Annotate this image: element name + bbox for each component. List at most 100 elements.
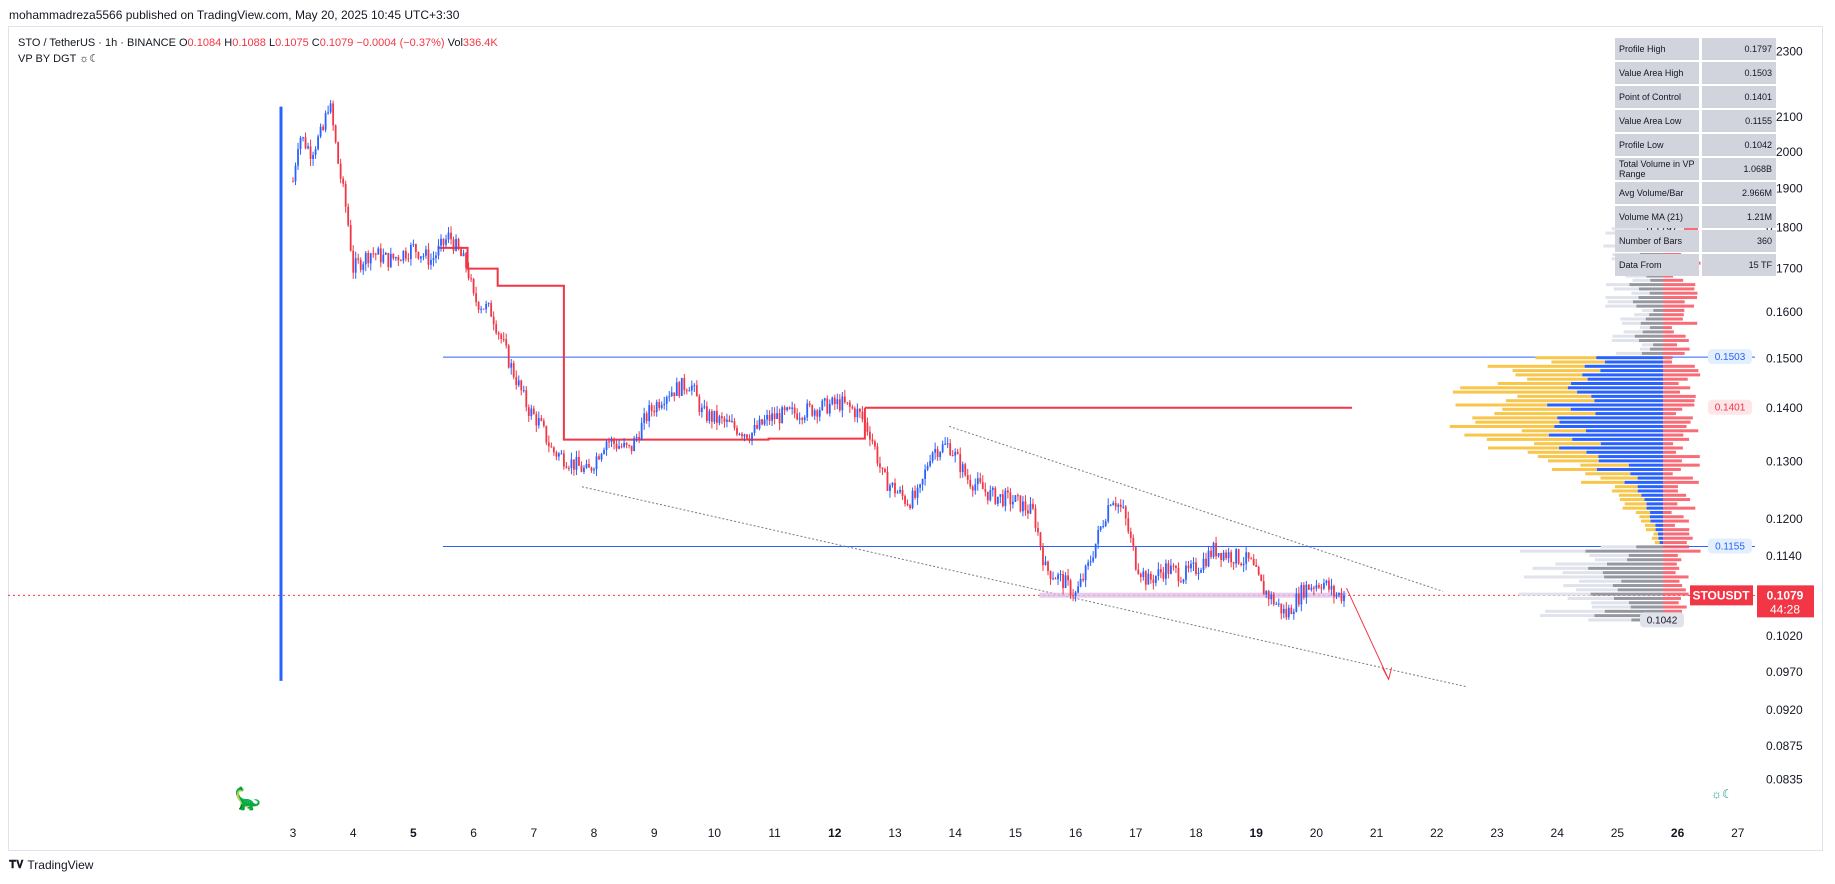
vp-bar-delta [1663,588,1686,592]
candle-body [595,456,598,470]
vp-bar-buy [1627,558,1663,562]
candle-body [838,399,841,411]
dinosaur-icon[interactable]: 🦕 [234,786,262,811]
candle-body [470,278,472,280]
candle-body [623,442,625,447]
vp-bar-delta [1663,308,1685,312]
candle-body [1074,592,1077,597]
candle-body [683,377,686,391]
candle-body [961,464,964,473]
candle-body [793,407,796,414]
candle-body [1215,542,1217,557]
candle-body [1139,573,1142,577]
vp-bar-sell [1600,545,1637,549]
candle-body [1047,561,1049,571]
candle-body [700,407,703,413]
legend-change: −0.0004 (−0.37%) [356,37,445,49]
candle-body [387,252,390,268]
candle-body [1137,569,1140,574]
candle-body [1190,563,1192,569]
candle-body [783,407,786,411]
candle-body [1162,572,1165,579]
vp-bar-delta [1663,562,1677,566]
vp-bar-buy [1582,373,1663,377]
candle-body [756,424,758,429]
vp-bar-delta [1663,584,1683,588]
candle-body [615,443,618,449]
vp-bar-delta [1663,571,1676,575]
candle-body [731,421,733,423]
x-tick-label: 8 [591,826,598,840]
candle-body [786,407,789,411]
vp-bar-delta [1663,407,1683,411]
vp-bar-buy [1636,304,1663,308]
candle-body [359,259,362,270]
candle-body [836,399,839,405]
vp-bar-sell [1616,351,1642,355]
candle-body [1152,579,1155,583]
candle-body [936,449,939,458]
candle-body [1149,573,1152,580]
vp-bar-buy [1628,463,1663,467]
candle-body [1235,549,1238,564]
vp-bar-delta [1663,304,1695,308]
candle-body [1132,537,1135,548]
candle-body [710,411,713,422]
candle-body [1004,490,1007,507]
vp-bar-delta [1663,549,1701,553]
candle-body [673,392,676,396]
candle-body [1064,575,1067,588]
vp-bar-sell [1591,601,1629,605]
vp-bar-sell [1620,317,1646,321]
candle-body [843,396,846,403]
candle-body [415,244,417,252]
vp-bar-sell [1518,592,1591,596]
candle-body [500,334,503,339]
tradingview-logo-icon[interactable]: 𝐓𝐕 [9,858,24,871]
vp-bar-buy [1629,283,1663,287]
footer-brand[interactable]: TradingView [27,858,94,872]
candle-body [753,424,756,433]
candle-body [705,406,708,421]
stats-label: Profile Low [1615,134,1699,156]
vp-bar-sell [1502,407,1571,411]
vp-bar-sell [1622,506,1647,510]
stats-row: Value Area High 0.1503 [1615,62,1776,84]
sun-moon-icon[interactable]: ☼☾ [1711,787,1733,801]
candle-body [751,432,753,441]
legend-close-label: C [311,37,320,49]
candle-body [304,137,307,149]
candle-body [811,405,814,416]
candle-body [610,439,613,442]
candle-body [808,403,811,406]
vp-bar-sell [1600,476,1638,480]
stats-value: 1.068B [1702,158,1776,180]
vp-bar-sell [1512,369,1601,373]
vp-bar-delta [1663,575,1689,579]
candle-body [633,438,636,452]
x-tick-label: 6 [470,826,477,840]
vp-bar-sell [1641,519,1651,523]
candle-body [417,251,420,259]
candle-body [517,380,520,386]
vp-bar-buy [1604,609,1663,613]
candle-body [766,414,768,420]
vp-bar-buy [1638,296,1663,300]
candle-body [462,253,465,257]
legend-indicator[interactable]: VP BY DGT ☼☾ [18,53,100,65]
candle-body [1320,587,1323,589]
candle-body [1182,579,1185,582]
legend-symbol[interactable]: STO / TetherUS · 1h · BINANCE [18,37,176,49]
x-tick-label: 18 [1189,826,1203,840]
vp-bar-buy [1658,536,1663,540]
x-tick-label: 24 [1551,826,1565,840]
vp-bar-delta [1663,339,1689,343]
candle-body [1202,558,1205,570]
vp-bar-delta [1663,510,1672,514]
vp-bar-delta [1663,429,1699,433]
vp-bar-sell [1551,360,1605,364]
vp-bar-buy [1650,519,1663,523]
candle-body [1217,553,1220,557]
candle-body [716,410,718,423]
